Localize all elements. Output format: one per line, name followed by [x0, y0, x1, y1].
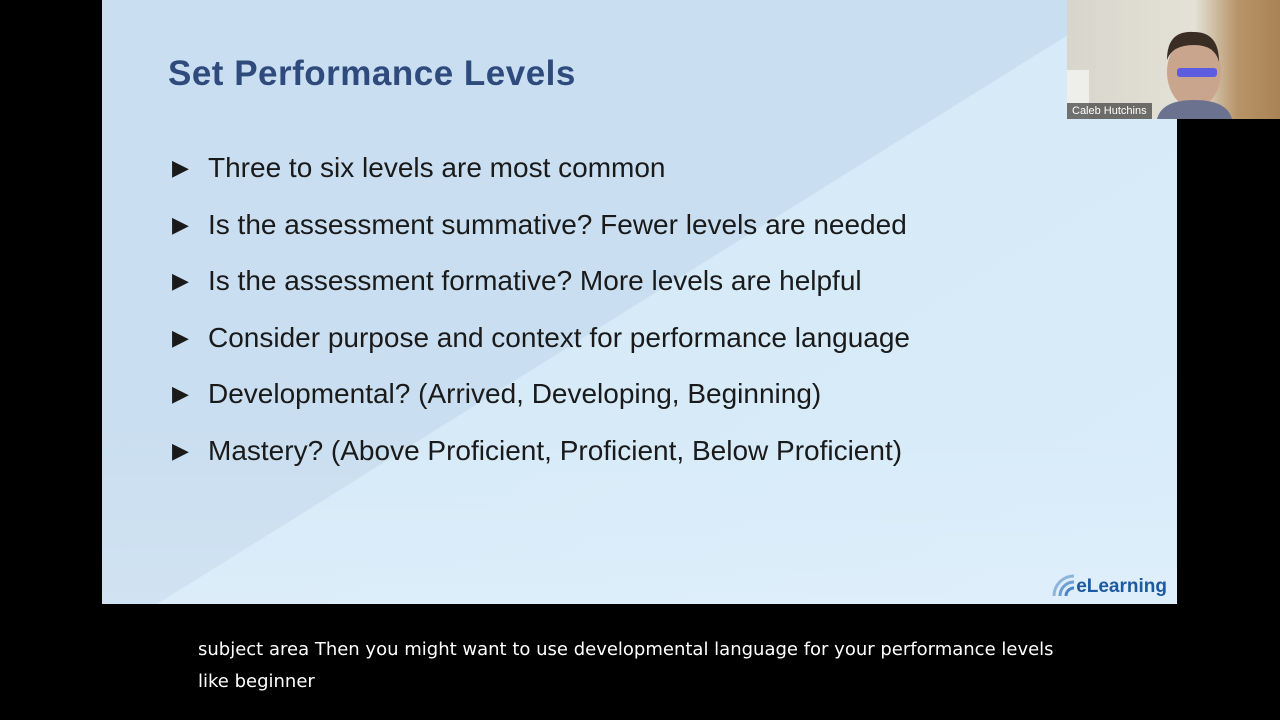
play-arrow-icon: ▶ [172, 324, 189, 350]
bullet-text: Is the assessment summative? Fewer level… [208, 208, 907, 240]
play-arrow-icon: ▶ [172, 437, 189, 463]
bullet-item: ▶ Three to six levels are most common [172, 140, 910, 197]
bullet-item: ▶ Is the assessment summative? Fewer leve… [172, 197, 910, 254]
presentation-slide: Set Performance Levels ▶ Three to six lev… [102, 0, 1177, 604]
bullet-item: ▶ Mastery? (Above Proficient, Proficient,… [172, 423, 910, 480]
bullet-item: ▶ Developmental? (Arrived, Developing, Be… [172, 366, 910, 423]
bullet-text: Developmental? (Arrived, Developing, Beg… [208, 378, 822, 410]
bullet-text: Consider purpose and context for perform… [208, 321, 910, 353]
bullet-text: Is the assessment formative? More levels… [208, 265, 862, 297]
bullet-item: ▶ Consider purpose and context for perfor… [172, 310, 910, 367]
bullet-text: Mastery? (Above Proficient, Proficient, … [208, 434, 903, 466]
webcam-video-tile[interactable]: Caleb Hutchins [1067, 0, 1280, 119]
participant-video [1067, 31, 1232, 119]
elearning-logo: eLearning [1050, 572, 1167, 598]
bullet-text: Three to six levels are most common [208, 152, 666, 184]
bullet-list: ▶ Three to six levels are most common ▶ Is… [172, 140, 910, 479]
play-arrow-icon: ▶ [172, 155, 189, 181]
bullet-item: ▶ Is the assessment formative? More level… [172, 253, 910, 310]
slide-title: Set Performance Levels [168, 54, 576, 93]
live-caption: subject area Then you might want to use … [198, 639, 1054, 692]
logo-text: eLearning [1076, 576, 1167, 597]
signal-waves-icon [1052, 574, 1075, 597]
play-arrow-icon: ▶ [172, 381, 189, 407]
play-arrow-icon: ▶ [172, 268, 189, 294]
participant-name-label: Caleb Hutchins [1067, 103, 1152, 119]
play-arrow-icon: ▶ [172, 211, 189, 237]
